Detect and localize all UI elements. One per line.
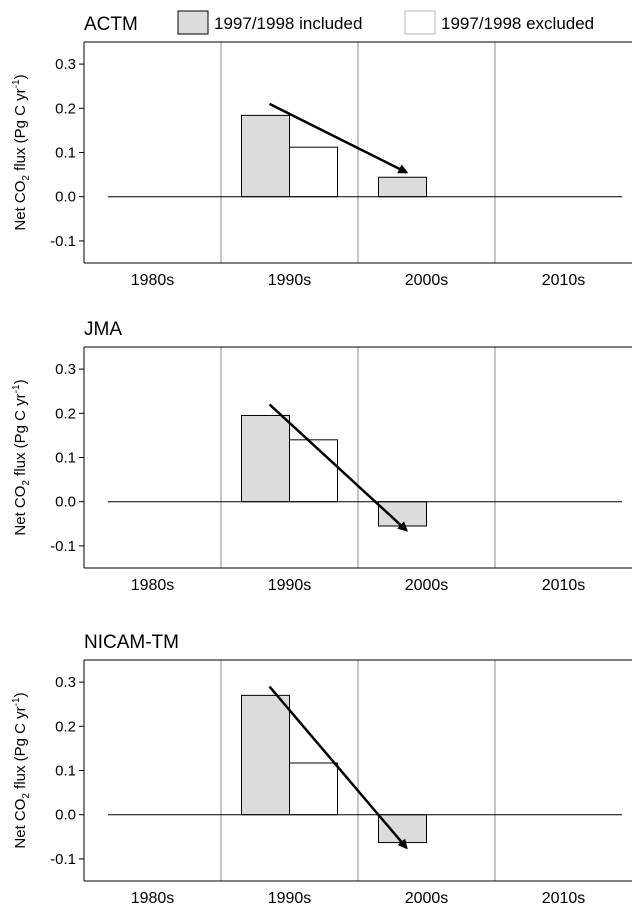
y-tick-label: 0.2 xyxy=(55,405,76,422)
x-tick-label: 1980s xyxy=(131,890,175,907)
y-axis-label: Net CO2 flux (Pg C yr-1) xyxy=(11,74,32,230)
y-tick-label: 0.2 xyxy=(55,718,76,735)
x-tick-label: 1990s xyxy=(268,890,312,907)
bar-excluded-1990s xyxy=(289,146,338,198)
y-tick-label: 0.3 xyxy=(55,674,76,691)
x-tick-label: 2010s xyxy=(542,890,586,907)
y-axis-label: Net CO2 flux (Pg C yr-1) xyxy=(11,692,32,848)
panel-title: JMA xyxy=(84,319,122,340)
x-tick-label: 2000s xyxy=(405,890,449,907)
y-tick-label: 0.0 xyxy=(55,494,76,511)
trend-arrow xyxy=(268,403,408,532)
y-tick-label: 0.1 xyxy=(55,450,76,467)
bar-included-2000s xyxy=(378,814,427,844)
panel-nicam-tm: NICAM-TM -0.1 0.0 0.1 0.2 0.3 1980s 1990s 2000s 2… xyxy=(11,632,632,907)
x-tick-label: 1980s xyxy=(131,272,175,289)
y-tick-label: 0.0 xyxy=(55,807,76,824)
x-tick-label: 2010s xyxy=(542,577,586,594)
x-tick-label: 2000s xyxy=(405,272,449,289)
panel-title: ACTM xyxy=(84,14,138,35)
bar-included-1990s xyxy=(241,114,290,198)
panel-title: NICAM-TM xyxy=(84,632,179,653)
legend-swatch-excluded xyxy=(404,10,436,35)
legend-label-excluded: 1997/1998 excluded xyxy=(441,14,594,33)
y-tick-label: -0.1 xyxy=(50,233,76,250)
y-tick-label: 0.2 xyxy=(55,100,76,117)
y-tick-label: -0.1 xyxy=(50,851,76,868)
x-tick-label: 1990s xyxy=(268,272,312,289)
y-tick-label: 0.3 xyxy=(55,361,76,378)
bar-included-1990s xyxy=(241,415,290,503)
bar-excluded-1990s xyxy=(289,762,338,816)
x-tick-label: 2000s xyxy=(405,577,449,594)
x-tick-label: 2010s xyxy=(542,272,586,289)
legend: 1997/1998 included 1997/1998 excluded xyxy=(177,10,594,35)
trend-arrow xyxy=(268,102,409,174)
y-axis-label: Net CO2 flux (Pg C yr-1) xyxy=(11,379,32,535)
x-tick-label: 1980s xyxy=(131,577,175,594)
legend-swatch-included xyxy=(177,10,209,35)
legend-label-included: 1997/1998 included xyxy=(214,14,362,33)
bar-included-1990s xyxy=(241,694,290,816)
y-tick-label: 0.3 xyxy=(55,56,76,73)
y-tick-label: 0.0 xyxy=(55,189,76,206)
y-tick-label: -0.1 xyxy=(50,538,76,555)
y-tick-label: 0.1 xyxy=(55,145,76,162)
panel-actm: ACTM -0.1 0.0 0.1 0.2 0.3 1980s 1990s 2000s 2010s… xyxy=(11,14,632,289)
panel-jma: JMA -0.1 0.0 0.1 0.2 0.3 1980s 1990s 2000s 2010s N… xyxy=(11,319,632,594)
bar-excluded-1990s xyxy=(289,439,338,503)
x-tick-label: 1990s xyxy=(268,577,312,594)
trend-arrow xyxy=(268,685,408,850)
y-tick-label: 0.1 xyxy=(55,763,76,780)
bar-included-2000s xyxy=(378,176,427,198)
bar-included-2000s xyxy=(378,501,427,527)
